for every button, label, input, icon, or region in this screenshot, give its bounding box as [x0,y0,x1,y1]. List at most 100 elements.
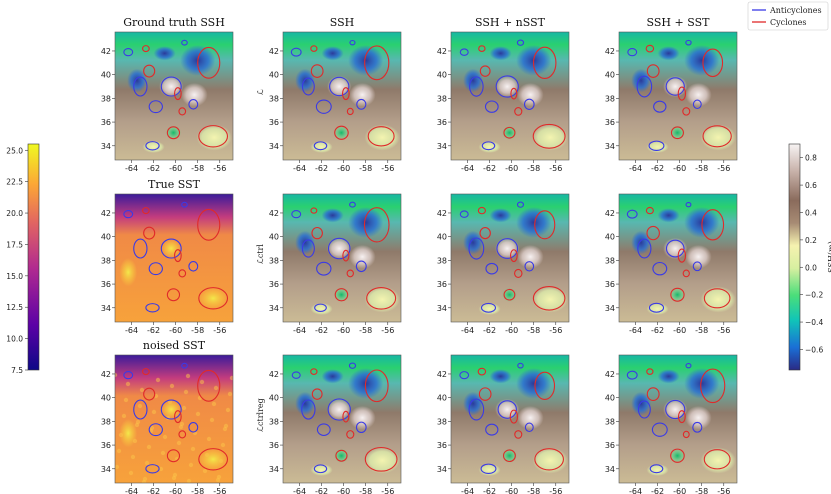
x-tick-label: -56 [717,164,730,173]
x-tick-label: -64 [629,326,642,335]
y-tick-label: 40 [437,71,447,80]
x-tick-label: -64 [293,164,306,173]
y-tick-label: 38 [101,94,111,103]
cyclone-contour [334,125,349,140]
panel-frame [618,31,738,161]
y-tick-label: 34 [269,142,279,151]
x-tick-label: -64 [293,487,306,494]
noise-speckle [186,478,192,483]
anticyclone-contour [648,140,665,151]
field-blob [684,368,720,399]
anticyclone-contour [181,362,188,369]
field-blob [631,391,651,416]
cyclone-contour [510,249,518,263]
noise-speckle [199,379,205,385]
x-tick-label: -60 [505,326,518,335]
noise-speckle [169,383,175,389]
anticyclone-contour [133,238,148,259]
map-panel: -64 -62 -60 -58 -56 42 40 38 36 34 noised SST [101,339,234,494]
anticyclone-contour [188,99,199,110]
anticyclone-contour [148,262,163,276]
noise-speckle [115,464,120,470]
anticyclone-contour [636,75,653,98]
x-tick-label: -60 [169,326,182,335]
y-tick-label: 36 [101,441,111,450]
cyclone-contour [534,371,556,401]
field-blob [669,448,686,463]
x-tick-label: -60 [673,164,686,173]
cyclone-contour [346,430,355,439]
cyclone-contour [366,286,397,310]
anticyclone-contour [349,201,356,208]
cyclone-contour [143,226,156,240]
cyclone-contour [198,287,229,310]
field-blob [119,258,138,287]
field-blob [663,398,688,421]
field-blob [685,244,712,269]
anticyclone-contour [188,261,199,272]
y-tick-label: 42 [605,209,615,218]
y-tick-label: 34 [101,465,111,474]
x-tick-label: -58 [527,326,540,335]
cyclone-contour [503,126,516,139]
anticyclone-contour [356,98,367,110]
noise-speckle [185,373,191,379]
cyclone-contour [363,207,390,243]
panel-frame [282,354,402,484]
noise-speckle [128,470,134,476]
colorbar-tick-label: 22.5 [6,178,23,187]
colorbar-tick-label: 25.0 [6,146,23,155]
cyclone-contour [479,227,491,240]
x-tick-label: -62 [315,487,328,494]
anticyclone-contour [349,39,356,46]
map-panel: -64 -62 -60 -58 -56 42 40 38 36 34 [605,354,738,494]
anticyclone-contour [637,238,652,259]
cyclone-contour [174,87,182,101]
y-tick-label: 34 [437,142,447,151]
y-tick-label: 36 [437,280,447,289]
cyclone-contour [702,48,724,78]
cyclone-contour [534,210,556,240]
x-tick-label: -62 [147,164,160,173]
field-blob [364,447,400,474]
noise-speckle [222,426,228,432]
y-tick-label: 38 [437,94,447,103]
chart-legend: Anticyclones Cyclones [747,1,829,31]
panel-frame [450,193,570,323]
cyclone-contour [198,448,229,471]
anticyclone-contour [459,210,469,218]
field-blob [321,46,344,61]
anticyclone-contour [291,210,302,219]
y-tick-label: 36 [605,118,615,127]
colorbar-tick-label: 0.2 [805,236,817,245]
map-panel: -64 -62 -60 -58 -56 42 40 38 36 34 True SST [101,178,234,335]
field-blob [685,82,712,107]
field-blob [532,286,568,313]
cyclone-contour [310,64,324,78]
anticyclone-contour [148,423,163,437]
panel-frame [618,354,738,484]
cyclone-contour [677,86,687,101]
field-blob [685,405,712,430]
anticyclone-contour [459,48,469,56]
cyclone-contour [310,207,318,214]
panel-title: SSH [330,16,354,29]
anticyclone-contour [648,302,665,313]
map-panel: -64 -62 -60 -58 -56 42 40 38 36 34 SSH + SST [605,16,738,173]
cyclone-contour [342,410,350,423]
panel-title: noised SST [143,339,206,352]
anticyclone-contour [145,464,160,474]
x-tick-label: -62 [315,326,328,335]
cyclone-contour [142,368,150,376]
anticyclone-contour [314,303,327,312]
x-tick-label: -58 [359,326,372,335]
x-tick-label: -64 [461,164,474,173]
field-blob [495,237,520,260]
cyclone-contour [310,368,318,375]
anticyclone-contour [685,39,692,46]
field-blob [310,464,333,476]
y-tick-label: 38 [605,417,615,426]
cyclone-contour [174,249,182,263]
anticyclone-contour [484,100,499,113]
